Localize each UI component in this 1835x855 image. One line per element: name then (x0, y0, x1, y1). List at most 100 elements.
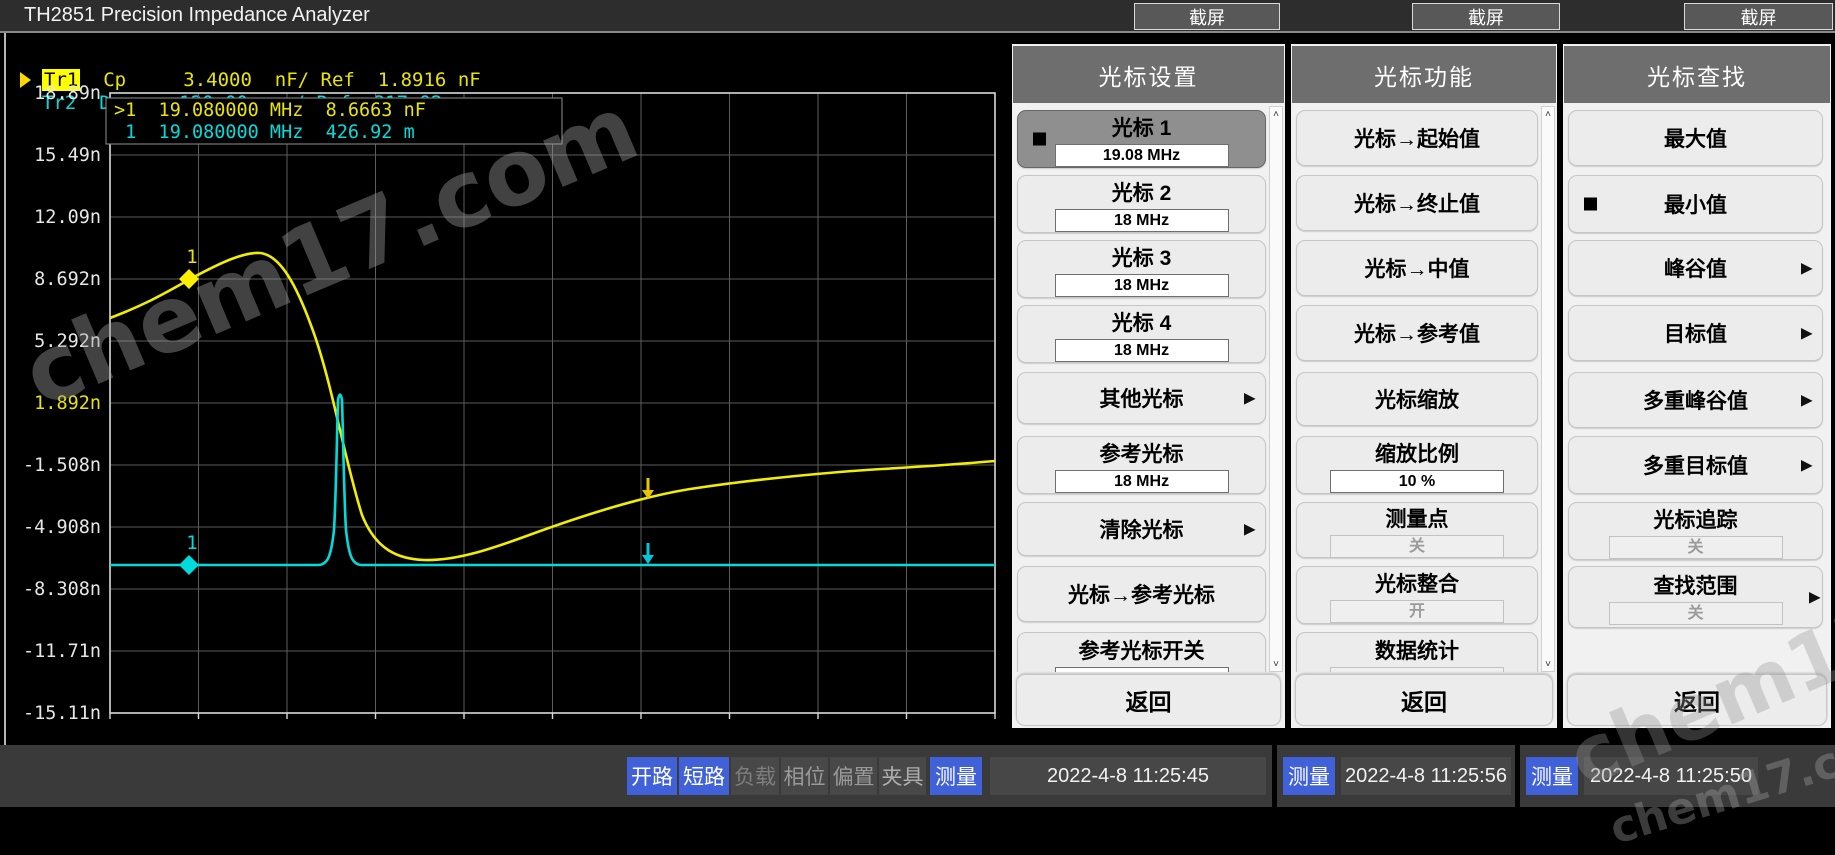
marker-2-button[interactable]: 光标 2 18 MHz (1017, 175, 1266, 233)
button-label: 清除光标 (1099, 519, 1184, 542)
submenu-arrow-icon: ▶ (1244, 389, 1255, 406)
button-label: 光标缩放 (1375, 389, 1459, 412)
button-label: 参考光标 (1099, 442, 1184, 466)
search-peak-button[interactable]: 峰谷值 ▶ (1568, 240, 1823, 296)
button-label: 参考光标开关 (1078, 639, 1205, 663)
marker-couple-button[interactable]: 光标整合 开 (1296, 566, 1538, 624)
screenshot-button-1[interactable]: 截屏 (1134, 3, 1280, 30)
button-label: 光标→参考光标 (1068, 584, 1215, 607)
marker-to-center-button[interactable]: 光标→中值 (1296, 240, 1538, 296)
y-tick: -11.71n (23, 641, 101, 662)
button-label: 缩放比例 (1375, 442, 1459, 466)
measure-status-1[interactable]: 测量 (930, 757, 982, 795)
open-correction-button[interactable]: 开路 (627, 757, 677, 795)
short-correction-button[interactable]: 短路 (679, 757, 729, 795)
scroll-up-icon[interactable]: ˄ (1273, 108, 1279, 120)
y-tick: 15.49n (34, 145, 101, 166)
y-tick: 5.292n (34, 331, 101, 352)
y-tick: -15.11n (23, 703, 101, 724)
marker-couple-state: 开 (1330, 599, 1504, 623)
marker1-diamond-tr2-icon (179, 555, 199, 575)
fixture-button[interactable]: 夹具 (879, 757, 926, 795)
scroll-up-icon[interactable]: ˄ (1545, 108, 1551, 120)
load-correction-button[interactable]: 负载 (731, 757, 779, 795)
reference-marker-button[interactable]: 参考光标 18 MHz (1017, 436, 1266, 494)
button-label: 数据统计 (1375, 639, 1459, 663)
other-markers-button[interactable]: 其他光标 ▶ (1017, 372, 1266, 424)
back-button-panel2[interactable]: 返回 (1295, 674, 1553, 726)
clear-markers-button[interactable]: 清除光标 ▶ (1017, 502, 1266, 556)
phase-button[interactable]: 相位 (781, 757, 828, 795)
panel2-scrollbar[interactable]: ˄ ˅ (1541, 106, 1555, 672)
trace1-tag[interactable]: Tr1 (42, 69, 81, 91)
active-trace-arrow-icon (20, 72, 31, 88)
measurement-display: Tr1 Cp 3.4000 nF/ Ref 1.8916 nF Tr2 D 12… (4, 33, 1012, 778)
marker-tracking-button[interactable]: 光标追踪 关 (1568, 502, 1823, 560)
reference-arrow-tr1-icon (642, 478, 654, 499)
back-button-panel1[interactable]: 返回 (1016, 674, 1281, 726)
screenshot-button-3[interactable]: 截屏 (1684, 3, 1833, 30)
marker-4-button[interactable]: 光标 4 18 MHz (1017, 305, 1266, 363)
submenu-arrow-icon: ▶ (1244, 520, 1255, 537)
submenu-arrow-icon: ▶ (1801, 391, 1812, 408)
marker-4-value: 18 MHz (1054, 338, 1229, 362)
data-statistics-button[interactable]: 数据统计 (1296, 632, 1538, 672)
panel-marker-search-header: 光标查找 (1564, 46, 1830, 103)
x-axis-ticks (109, 713, 996, 719)
y-axis-labels: 18.89n 15.49n 12.09n 8.692n 5.292n 1.892… (23, 83, 101, 724)
marker-to-stop-button[interactable]: 光标→终止值 (1296, 175, 1538, 231)
marker-to-refmarker-button[interactable]: 光标→参考光标 (1017, 566, 1266, 622)
measure-point-state: 关 (1330, 534, 1504, 558)
panel-marker-search: 光标查找 最大值 最小值 峰谷值 ▶ 目标值 ▶ 多重峰谷值 ▶ 多重目标值 ▶… (1563, 44, 1831, 728)
search-target-button[interactable]: 目标值 ▶ (1568, 305, 1823, 361)
measure-point-button[interactable]: 测量点 关 (1296, 502, 1538, 558)
marker-zoom-button[interactable]: 光标缩放 (1296, 372, 1538, 426)
marker-to-reference-button[interactable]: 光标→参考值 (1296, 305, 1538, 361)
y-tick: 18.89n (34, 83, 101, 104)
measure-status-3[interactable]: 测量 (1526, 757, 1578, 795)
panel-marker-setup-header: 光标设置 (1013, 46, 1284, 103)
impedance-chart: 18.89n 15.49n 12.09n 8.692n 5.292n 1.892… (23, 83, 996, 724)
zoom-ratio-button[interactable]: 缩放比例 10 % (1296, 436, 1538, 494)
marker-3-button[interactable]: 光标 3 18 MHz (1017, 240, 1266, 298)
marker1-label-tr2: 1 (186, 532, 197, 554)
submenu-arrow-icon: ▶ (1801, 324, 1812, 341)
trace2-tag[interactable]: Tr2 (42, 92, 77, 114)
refmarker-switch-button[interactable]: 参考光标开关 (1017, 632, 1266, 672)
marker-readout-row1: >1 19.080000 MHz 8.6663 nF (114, 100, 426, 121)
y-tick: -1.508n (23, 455, 101, 476)
search-min-button[interactable]: 最小值 (1568, 175, 1823, 233)
search-range-button[interactable]: 查找范围 关 ▶ (1568, 566, 1823, 628)
bar-divider (1515, 745, 1520, 807)
title-bar: TH2851 Precision Impedance Analyzer 截屏 截… (0, 0, 1835, 33)
multi-target-button[interactable]: 多重目标值 ▶ (1568, 436, 1823, 494)
button-label: 多重目标值 (1643, 455, 1748, 478)
marker-2-value: 18 MHz (1054, 208, 1229, 232)
panel1-scroll-area: 光标 1 19.08 MHz 光标 2 18 MHz 光标 3 18 MHz 光… (1012, 106, 1285, 672)
panel-marker-function: 光标功能 光标→起始值 光标→终止值 光标→中值 光标→参考值 光标缩放 缩放比… (1291, 44, 1557, 728)
panel2-scroll-area: 光标→起始值 光标→终止值 光标→中值 光标→参考值 光标缩放 缩放比例 10 … (1291, 106, 1557, 672)
button-label: 测量点 (1385, 507, 1449, 531)
search-max-button[interactable]: 最大值 (1568, 110, 1823, 166)
button-label: 光标整合 (1375, 572, 1459, 596)
marker-to-start-button[interactable]: 光标→起始值 (1296, 110, 1538, 166)
button-label: 光标→起始值 (1354, 128, 1480, 151)
multi-peak-button[interactable]: 多重峰谷值 ▶ (1568, 372, 1823, 428)
scroll-down-icon[interactable]: ˅ (1273, 658, 1279, 670)
button-label: 峰谷值 (1664, 258, 1727, 281)
button-label: 光标 1 (1111, 116, 1172, 140)
bias-button[interactable]: 偏置 (830, 757, 877, 795)
marker-1-button[interactable]: 光标 1 19.08 MHz (1017, 110, 1266, 168)
panel1-scrollbar[interactable]: ˄ ˅ (1269, 106, 1283, 672)
chart-grid (110, 93, 995, 713)
y-tick: -4.908n (23, 517, 101, 538)
bottom-status-bar: 开路 短路 负载 相位 偏置 夹具 测量 2022-4-8 11:25:45 测… (0, 745, 1835, 807)
button-label: 多重峰谷值 (1643, 390, 1748, 413)
measure-status-2[interactable]: 测量 (1283, 757, 1335, 795)
back-button-panel3[interactable]: 返回 (1567, 674, 1827, 726)
marker1-label-tr1: 1 (186, 246, 197, 268)
scroll-down-icon[interactable]: ˅ (1545, 658, 1551, 670)
submenu-arrow-icon: ▶ (1801, 456, 1812, 473)
y-tick-reference: 1.892n (34, 393, 101, 414)
screenshot-button-2[interactable]: 截屏 (1412, 3, 1560, 30)
